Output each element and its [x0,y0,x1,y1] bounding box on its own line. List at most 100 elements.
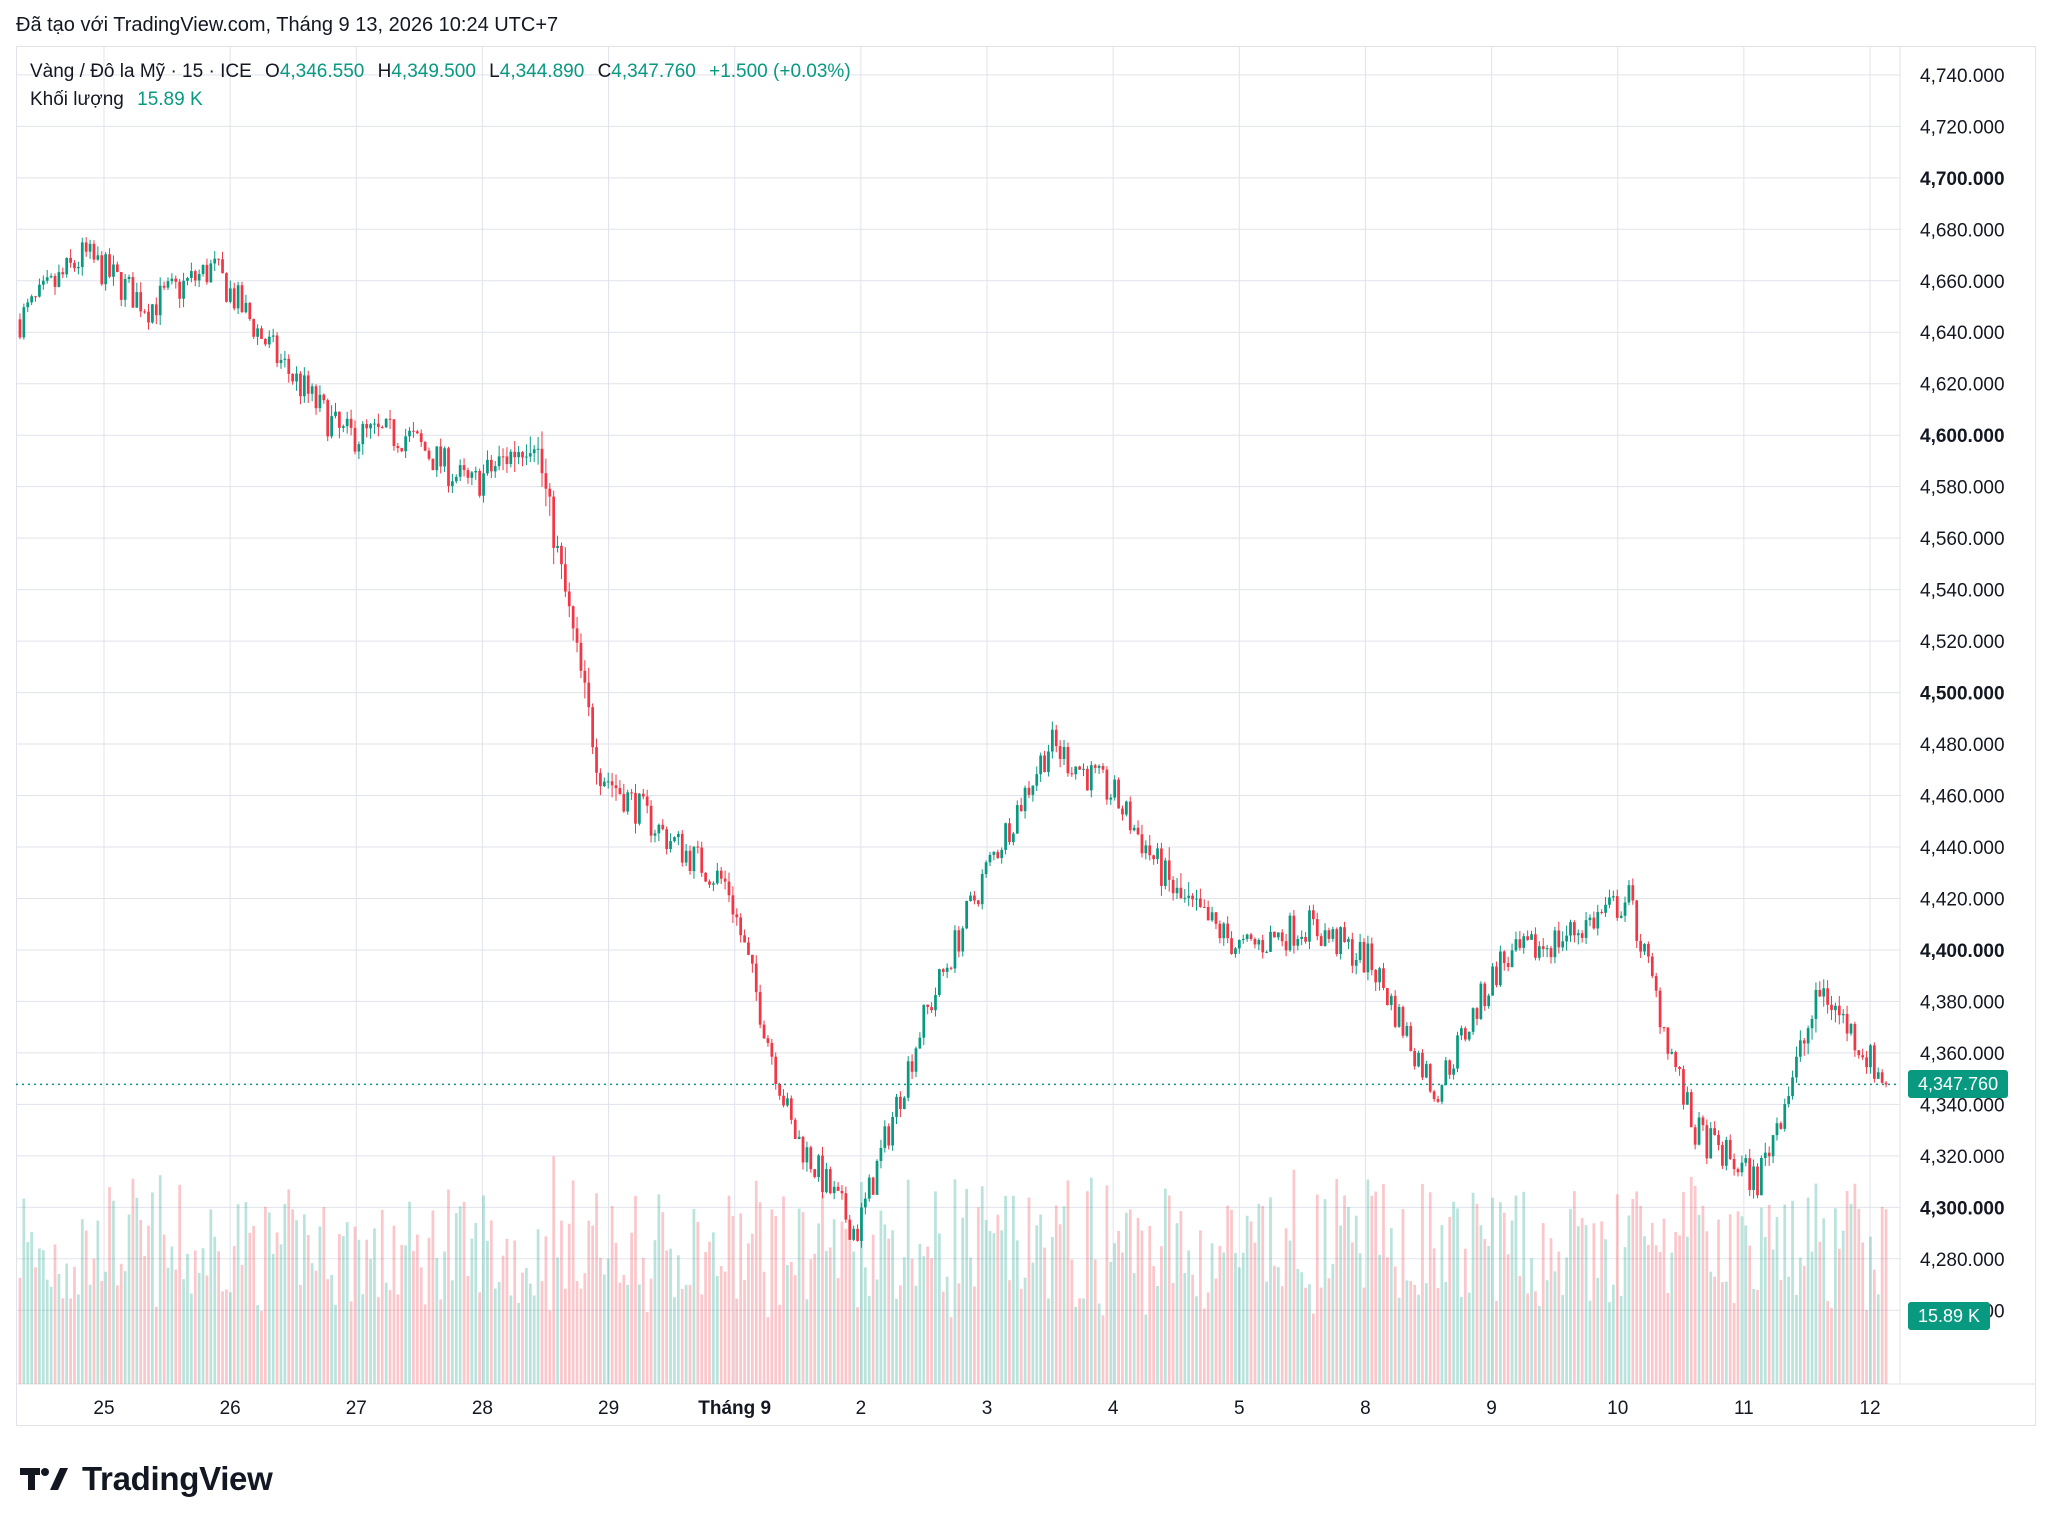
volume-bar [1814,1183,1818,1384]
candle-body [80,242,84,267]
volume-bar [1604,1239,1607,1384]
volume-bar [1436,1288,1440,1384]
candle-body [719,870,723,879]
volume-bar [770,1209,774,1384]
x-tick-label: 12 [1859,1398,1880,1419]
volume-bar [680,1289,684,1384]
volume-bar [1756,1289,1759,1384]
candle-body [1506,963,1510,967]
volume-bar [976,1207,980,1384]
volume-bar [1304,1287,1307,1384]
candle-body [154,304,158,316]
candle-body [1273,931,1276,938]
volume-bar [587,1220,591,1384]
candle-body [26,302,30,308]
chart-frame[interactable] [16,46,2036,1426]
candle-body [34,296,37,298]
candle-body [1199,898,1202,907]
candle-body [18,319,22,338]
candle-body [466,470,470,478]
candle-body [96,255,100,260]
volume-bar [100,1280,104,1384]
candle-body [715,870,719,884]
candle-body [973,895,976,901]
volume-bar [832,1219,836,1384]
volume-bar [1884,1209,1888,1384]
candle-body [980,873,984,905]
volume-bar [1865,1309,1868,1384]
volume-bar [782,1196,785,1384]
legend-high-label: H [377,61,392,82]
candle-body [1015,805,1019,834]
candle-body [883,1126,887,1148]
candle-body [1265,951,1268,953]
volume-bar [1818,1241,1822,1384]
candle-body [525,456,528,458]
candle-body [1573,922,1576,936]
candle-body [556,545,559,548]
candle-body [1611,896,1615,898]
volume-bar [1658,1252,1662,1384]
candle-body [1183,897,1187,899]
volume-bar [104,1271,108,1384]
volume-bar [115,1285,119,1384]
volume-bar [357,1239,361,1384]
volume-bar [1089,1177,1093,1384]
y-tick-label: 4,620.000 [1920,375,2005,396]
candle-body [704,872,707,882]
candle-body [1132,827,1136,831]
y-tick-label: 4,680.000 [1920,220,2005,241]
candlesticks [18,237,1888,1248]
volume-bar [1471,1192,1475,1384]
candle-body [1514,939,1518,951]
candle-body [552,496,556,548]
candle-body [1849,1023,1853,1034]
volume-bar [201,1248,205,1384]
candle-body [1343,927,1346,942]
volume-bar [427,1237,431,1384]
candle-body [1553,930,1557,958]
candle-body [384,418,388,428]
volume-bar [883,1224,887,1384]
volume-bar [669,1248,672,1384]
candle-body [789,1098,793,1120]
candle-body [1491,966,1494,996]
candle-body [1713,1128,1716,1135]
candle-body [1518,939,1522,948]
volume-bar [1237,1267,1241,1384]
candle-body [906,1061,910,1098]
y-tick-label: 4,560.000 [1920,529,2005,550]
tradingview-logo-icon [20,1468,68,1490]
volume-bar [1580,1217,1584,1384]
tradingview-brand[interactable]: TradingView [20,1460,273,1498]
candle-body [1760,1157,1763,1196]
candle-body [860,1207,863,1241]
volume-bar [1393,1266,1397,1384]
volume-bar [1853,1183,1857,1384]
candle-body [532,449,536,454]
volume-bar [891,1230,894,1384]
candle-body [1752,1166,1755,1190]
candle-body [1448,1060,1452,1075]
volume-bar [493,1288,497,1384]
volume-bar [431,1210,435,1384]
candle-body [349,418,353,428]
volume-bar [673,1297,676,1384]
volume-bar [848,1238,852,1384]
volume-bar [213,1236,217,1384]
legend-open-label: O [265,61,280,82]
candle-body [1479,983,1483,1019]
volume-bar [1787,1276,1791,1384]
volume-bar [957,1283,961,1384]
volume-bar [544,1236,548,1384]
x-tick-label: 29 [598,1398,619,1419]
candle-body [1386,987,1389,1006]
volume-bar [895,1298,898,1384]
y-tick-label: 4,320.000 [1920,1147,2005,1168]
candle-body [302,375,306,397]
volume-bar [610,1206,614,1384]
candle-body [190,271,193,278]
candle-body [626,792,630,812]
candle-body [201,264,205,274]
